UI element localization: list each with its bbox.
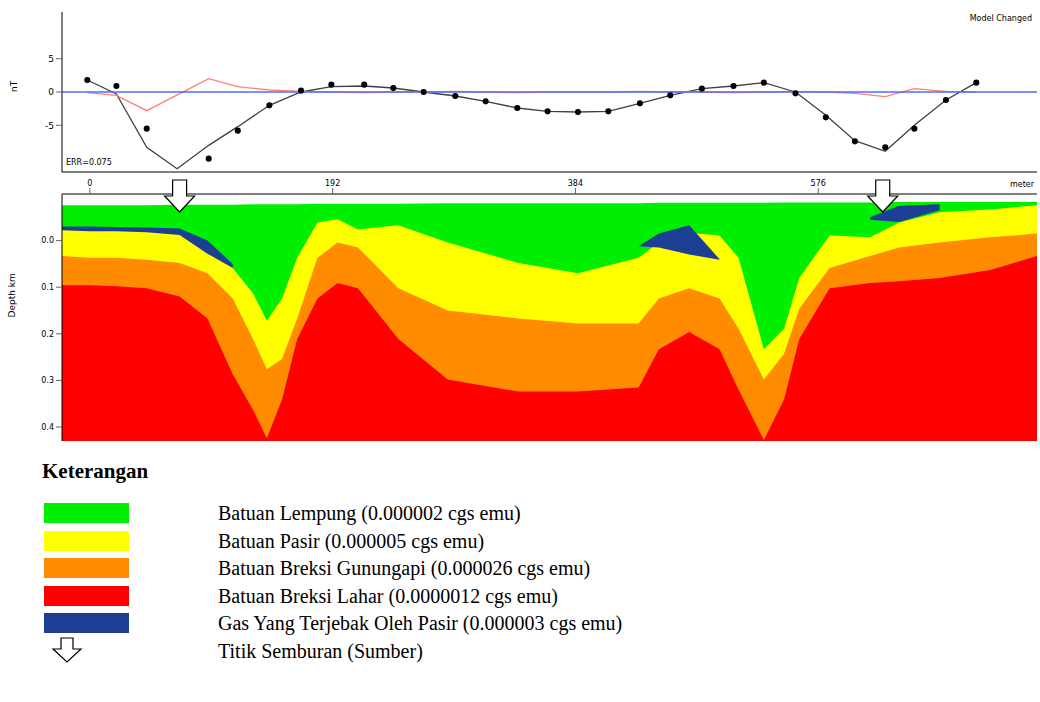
svg-text:0.2: 0.2 bbox=[41, 330, 54, 339]
html-text:Titik Semburan (Sumber): Titik Semburan (Sumber) bbox=[218, 639, 423, 662]
svg-text:0.3: 0.3 bbox=[41, 376, 54, 385]
svg-text:192: 192 bbox=[325, 179, 340, 188]
svg-text:0.0: 0.0 bbox=[41, 236, 54, 245]
html-text:Model Changed: Model Changed bbox=[969, 14, 1032, 23]
svg-text:-5: -5 bbox=[45, 121, 54, 131]
html-text:Batuan Breksi Gunungapi (0.000: Batuan Breksi Gunungapi (0.000026 cgs em… bbox=[218, 557, 591, 579]
html-text:meter: meter bbox=[1009, 180, 1034, 189]
svg-text:0.4: 0.4 bbox=[41, 423, 54, 432]
svg-text:nT: nT bbox=[9, 80, 19, 92]
svg-text:0: 0 bbox=[48, 87, 54, 97]
svg-text:5: 5 bbox=[48, 54, 54, 64]
html-text:Batuan Breksi Lahar (0.0000012: Batuan Breksi Lahar (0.0000012 cgs emu) bbox=[218, 584, 558, 607]
svg-text:0: 0 bbox=[87, 179, 92, 188]
html-text:Batuan Pasir (0.000005 cgs emu: Batuan Pasir (0.000005 cgs emu) bbox=[218, 529, 485, 552]
svg-text:Depth km: Depth km bbox=[7, 273, 17, 317]
html-text:Batuan Lempung (0.000002 cgs e: Batuan Lempung (0.000002 cgs emu) bbox=[218, 502, 521, 524]
svg-text:576: 576 bbox=[811, 179, 826, 188]
svg-text:0.1: 0.1 bbox=[41, 283, 54, 292]
html-text:Keterangan: Keterangan bbox=[42, 459, 149, 483]
html-text:Gas Yang Terjebak Oleh Pasir (: Gas Yang Terjebak Oleh Pasir (0.000003 c… bbox=[218, 612, 623, 634]
html-text:ERR=0.075: ERR=0.075 bbox=[66, 158, 112, 167]
svg-text:384: 384 bbox=[568, 179, 583, 188]
